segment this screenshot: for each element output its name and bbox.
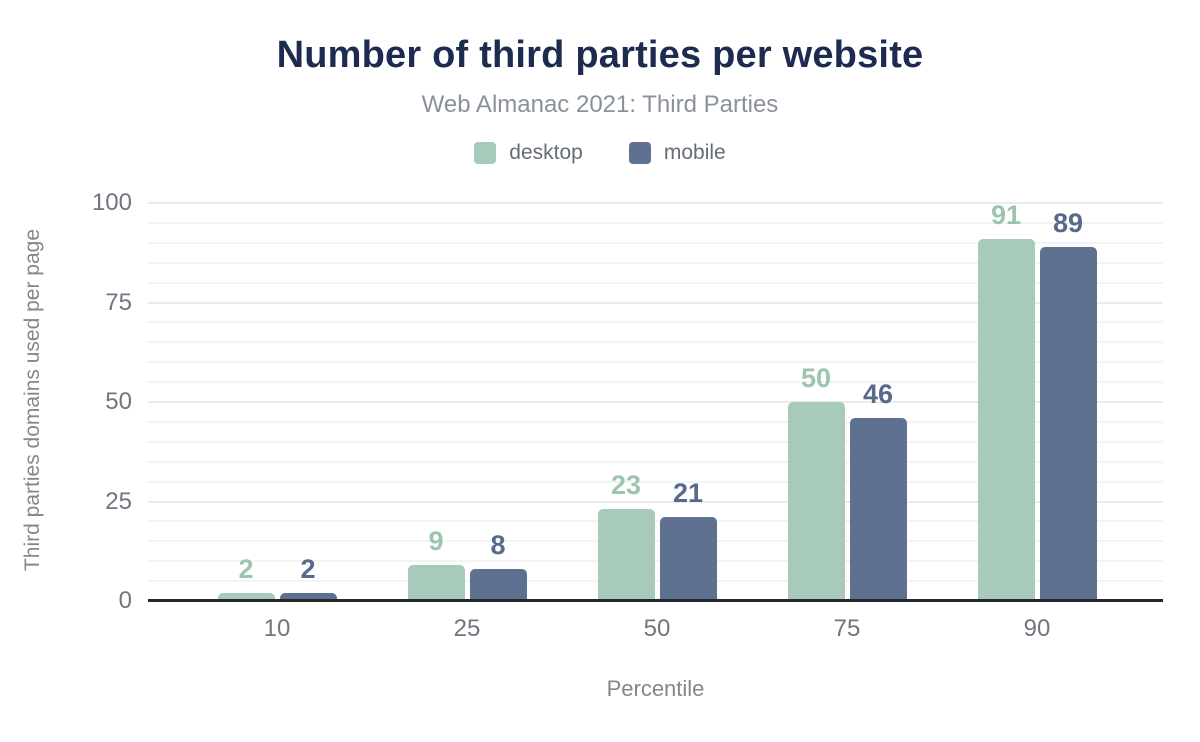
gridline-55 (148, 381, 1163, 384)
y-tick-0: 0 (118, 587, 132, 614)
bar-mobile-p90 (1039, 247, 1097, 601)
gridline-95 (148, 221, 1163, 224)
x-axis-title: Percentile (606, 676, 705, 701)
bar-mobile-p75 (849, 418, 907, 601)
gridline-50 (148, 401, 1163, 403)
bar-desktop-p90 (977, 239, 1035, 601)
data-label-mobile-p25: 8 (490, 530, 506, 560)
gridline-90 (148, 241, 1163, 244)
bar-mobile-p50 (659, 517, 717, 601)
gridline-10 (148, 560, 1163, 563)
gridline-25 (148, 500, 1163, 503)
gridline-35 (148, 460, 1163, 463)
legend-label-mobile: mobile (663, 141, 726, 164)
legend: desktop mobile (0, 141, 1200, 165)
gridline-60 (148, 361, 1163, 364)
y-tick-100: 100 (91, 189, 132, 216)
gridline-30 (148, 480, 1163, 483)
bar-desktop-p25 (407, 565, 465, 601)
gridline-5 (148, 580, 1163, 583)
y-tick-50: 50 (105, 388, 132, 415)
chart-subtitle: Web Almanac 2021: Third Parties (421, 91, 779, 118)
data-label-desktop-p10: 2 (238, 554, 254, 584)
gridline-85 (148, 261, 1163, 264)
bar-mobile-p25 (469, 569, 527, 601)
gridline-65 (148, 341, 1163, 344)
data-label-desktop-p75: 50 (800, 363, 832, 393)
x-tick-50: 50 (643, 615, 671, 642)
gridline-100 (148, 202, 1163, 204)
legend-swatch-desktop (474, 142, 497, 164)
x-tick-25: 25 (453, 615, 481, 642)
x-tick-90: 90 (1023, 615, 1051, 642)
gridline-70 (148, 321, 1163, 324)
gridline-40 (148, 440, 1163, 443)
bar-desktop-p50 (597, 509, 655, 601)
legend-item-desktop: desktop (474, 141, 583, 165)
bar-desktop-p10 (217, 593, 275, 601)
y-tick-75: 75 (105, 288, 132, 316)
gridline-20 (148, 520, 1163, 523)
y-axis-title: Third parties domains used per page (21, 228, 44, 572)
data-label-mobile-p50: 21 (672, 478, 704, 508)
legend-swatch-mobile (628, 142, 651, 164)
legend-label-desktop: desktop (509, 141, 583, 164)
x-tick-10: 10 (263, 615, 291, 642)
gridline-75 (148, 301, 1163, 304)
chart-title: Number of third parties per website (276, 34, 924, 76)
gridline-15 (148, 540, 1163, 543)
x-tick-75: 75 (833, 615, 861, 642)
bar-desktop-p75 (787, 402, 845, 601)
plot-area: 2 2 9 8 23 21 50 46 91 89 (148, 200, 1163, 602)
gridline-45 (148, 420, 1163, 423)
data-label-mobile-p75: 46 (862, 379, 894, 409)
legend-item-mobile: mobile (628, 141, 726, 165)
y-tick-25: 25 (105, 487, 132, 515)
gridline-80 (148, 281, 1163, 284)
data-label-desktop-p50: 23 (610, 470, 642, 500)
data-label-desktop-p25: 9 (428, 526, 444, 556)
x-axis-line (148, 599, 1163, 602)
data-label-mobile-p90: 89 (1052, 208, 1084, 238)
data-label-desktop-p90: 91 (990, 200, 1022, 230)
data-label-mobile-p10: 2 (300, 554, 316, 584)
bar-mobile-p10 (279, 593, 337, 601)
